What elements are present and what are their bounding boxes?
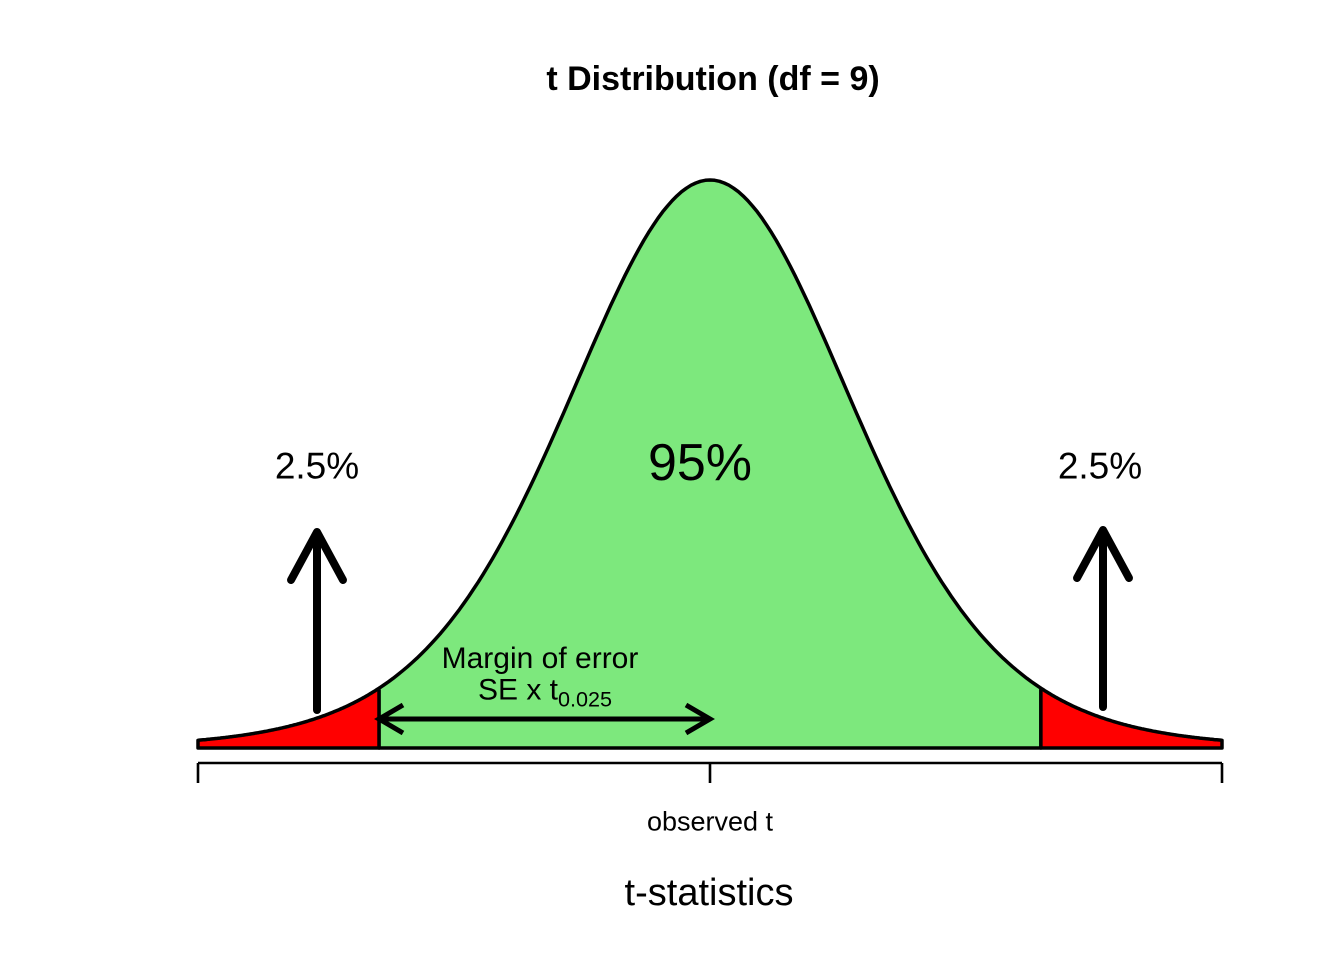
x-axis-title: t-statistics — [624, 872, 794, 914]
margin-of-error-arrow — [374, 702, 715, 736]
observed-t-label: observed t — [646, 806, 774, 837]
center-area-label: 95% — [647, 434, 753, 492]
margin-of-error-label: Margin of error — [441, 642, 639, 675]
margin-of-error-formula: SE x t0.025 — [477, 673, 613, 712]
right-tail-arrow — [1073, 526, 1133, 711]
chart-title: t Distribution (df = 9) — [546, 60, 880, 98]
left-tail-area-label: 2.5% — [274, 445, 360, 487]
right-arrowhead-icon — [1073, 526, 1133, 582]
se-subscript: 0.025 — [557, 686, 613, 712]
right-tail-region — [1039, 686, 1224, 750]
left-arrowhead-icon — [287, 528, 347, 584]
center-region — [377, 178, 1043, 750]
x-axis — [196, 761, 1224, 783]
double-arrow-right-head-icon — [684, 702, 715, 736]
left-tail-arrow — [287, 528, 347, 714]
double-arrow-left-head-icon — [374, 702, 405, 736]
left-tail-region — [196, 686, 381, 750]
right-tail-area-label: 2.5% — [1057, 445, 1143, 487]
se-text: SE x t — [477, 673, 558, 707]
